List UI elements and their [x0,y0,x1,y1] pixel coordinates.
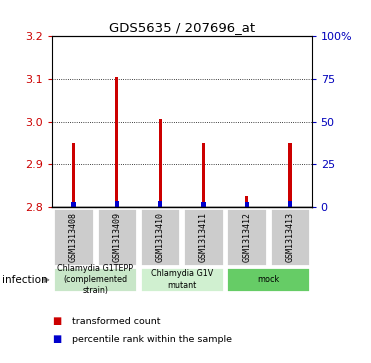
Bar [53,267,137,292]
Text: mock: mock [257,275,279,284]
Bar [115,201,119,207]
Bar [202,143,205,207]
Text: percentile rank within the sample: percentile rank within the sample [72,335,232,344]
Bar [159,119,162,207]
Text: GSM1313408: GSM1313408 [69,212,78,262]
Text: Chlamydia G1V
mutant: Chlamydia G1V mutant [151,269,213,290]
Bar [288,201,292,207]
Bar [183,208,224,266]
Text: GSM1313410: GSM1313410 [156,212,165,262]
Text: GSM1313411: GSM1313411 [199,212,208,262]
Text: GSM1313413: GSM1313413 [286,212,295,262]
Bar [72,202,76,207]
Text: ■: ■ [52,334,61,344]
Bar [226,208,267,266]
Bar [72,143,75,207]
Text: GSM1313412: GSM1313412 [242,212,251,262]
Bar [226,267,310,292]
Text: GSM1313409: GSM1313409 [112,212,121,262]
Bar [96,208,137,266]
Bar [289,143,292,207]
Bar [201,202,206,207]
Text: Chlamydia G1TEPP
(complemented
strain): Chlamydia G1TEPP (complemented strain) [57,264,133,295]
Text: ■: ■ [52,316,61,326]
Bar [158,201,162,207]
Bar [140,267,224,292]
Bar [270,208,310,266]
Bar [245,196,248,207]
Text: transformed count: transformed count [72,317,161,326]
Title: GDS5635 / 207696_at: GDS5635 / 207696_at [109,21,255,34]
Bar [53,208,94,266]
Text: infection: infection [2,275,47,285]
Bar [140,208,181,266]
Bar [115,77,118,207]
Bar [244,202,249,207]
